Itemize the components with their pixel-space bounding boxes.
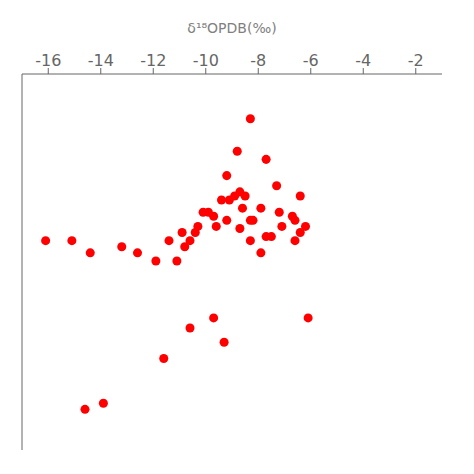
svg-text:-6: -6 [303,51,319,70]
svg-text:-4: -4 [355,51,371,70]
svg-text:-14: -14 [88,51,114,70]
svg-text:-12: -12 [140,51,166,70]
svg-text:-10: -10 [193,51,219,70]
svg-text:δ¹⁸OPDB(‰): δ¹⁸OPDB(‰) [187,20,276,36]
svg-text:-2: -2 [408,51,424,70]
svg-text:-8: -8 [250,51,266,70]
svg-text:-16: -16 [35,51,61,70]
